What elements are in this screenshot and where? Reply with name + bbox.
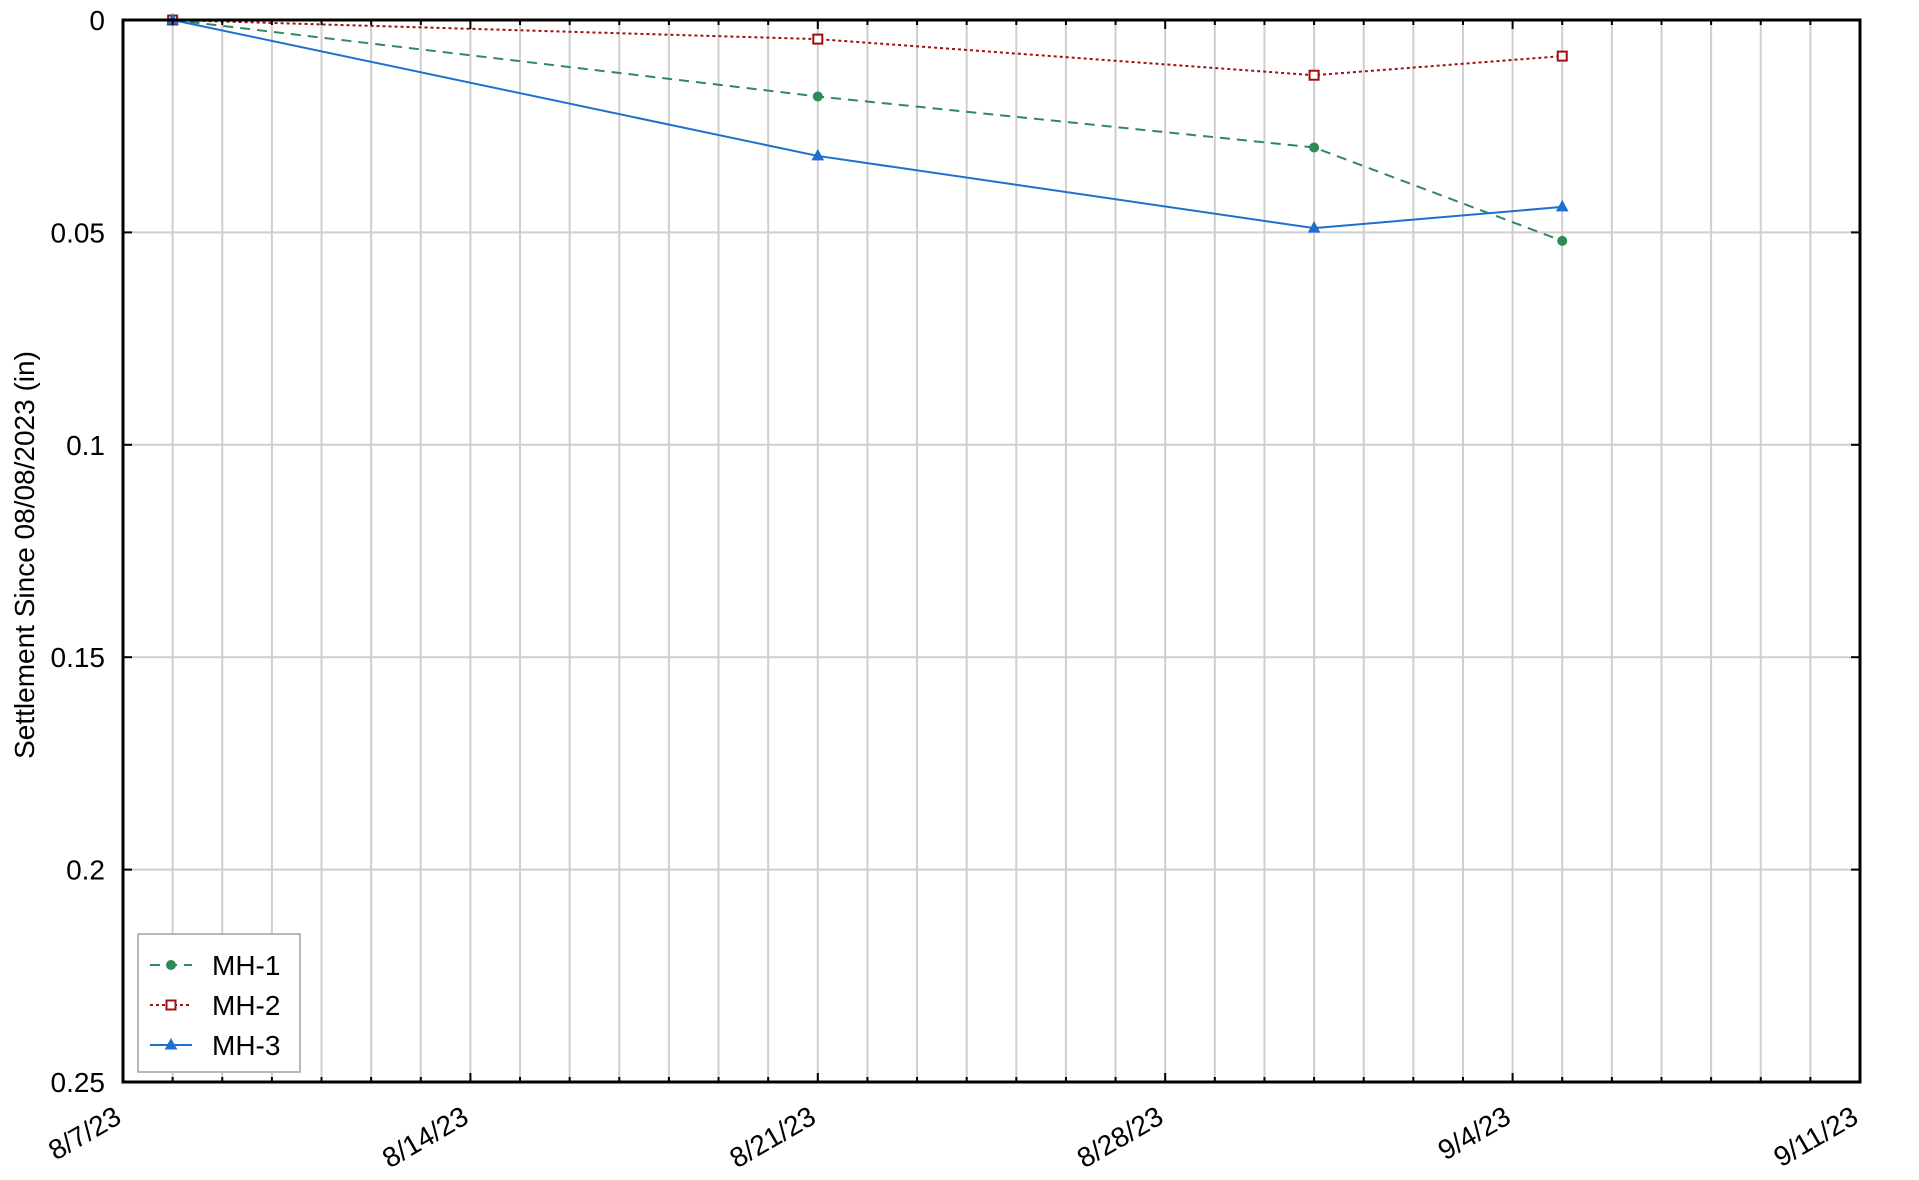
legend-label: MH-3 bbox=[212, 1030, 280, 1061]
legend: MH-1 MH-2 MH-3 bbox=[137, 933, 301, 1073]
x-tick-label: 9/11/23 bbox=[1768, 1100, 1863, 1173]
legend-item: MH-3 bbox=[150, 1030, 280, 1061]
y-tick-label: 0.05 bbox=[51, 217, 106, 248]
legend-item: MH-1 bbox=[150, 950, 280, 981]
mh-point bbox=[1308, 69, 1320, 81]
x-tick-label: 8/7/23 bbox=[43, 1100, 126, 1166]
plot-frame bbox=[121, 18, 1862, 1084]
x-tick-label: 8/28/23 bbox=[1072, 1100, 1168, 1174]
legend-item: MH-2 bbox=[150, 990, 280, 1021]
series-line bbox=[172, 19, 1563, 77]
y-tick-label: 0.25 bbox=[51, 1067, 106, 1098]
mh-point bbox=[165, 999, 177, 1011]
grid bbox=[123, 20, 1860, 1082]
x-tick-label: 8/14/23 bbox=[377, 1100, 473, 1174]
legend-label: MH-1 bbox=[212, 950, 280, 981]
mh-point bbox=[164, 1037, 178, 1050]
mh-point bbox=[1557, 235, 1568, 246]
mh-point bbox=[812, 33, 824, 45]
y-tick-label: 0.1 bbox=[66, 430, 105, 461]
mh-point bbox=[1555, 199, 1569, 212]
series-line bbox=[172, 19, 1563, 242]
mh-point bbox=[1307, 221, 1321, 233]
series-line bbox=[172, 19, 1563, 230]
mh-point bbox=[166, 960, 176, 970]
mh-point bbox=[1556, 50, 1568, 62]
legend-label: MH-2 bbox=[212, 990, 280, 1021]
y-tick-label: 0.2 bbox=[66, 855, 105, 886]
x-tick-label: 9/4/23 bbox=[1433, 1100, 1516, 1166]
y-tick-label: 0 bbox=[89, 5, 105, 36]
mh-point bbox=[1309, 142, 1320, 153]
y-axis-title: Settlement Since 08/08/2023 (in) bbox=[9, 351, 40, 759]
mh-point bbox=[811, 148, 825, 161]
x-tick-label: 8/21/23 bbox=[724, 1100, 820, 1174]
mh-point bbox=[812, 91, 823, 102]
axis-ticks: 0 0.05 0.1 0.15 0.2 0.258/7/23 8/14/23 8/21/23 8… bbox=[43, 5, 1863, 1174]
y-tick-label: 0.15 bbox=[51, 642, 106, 673]
